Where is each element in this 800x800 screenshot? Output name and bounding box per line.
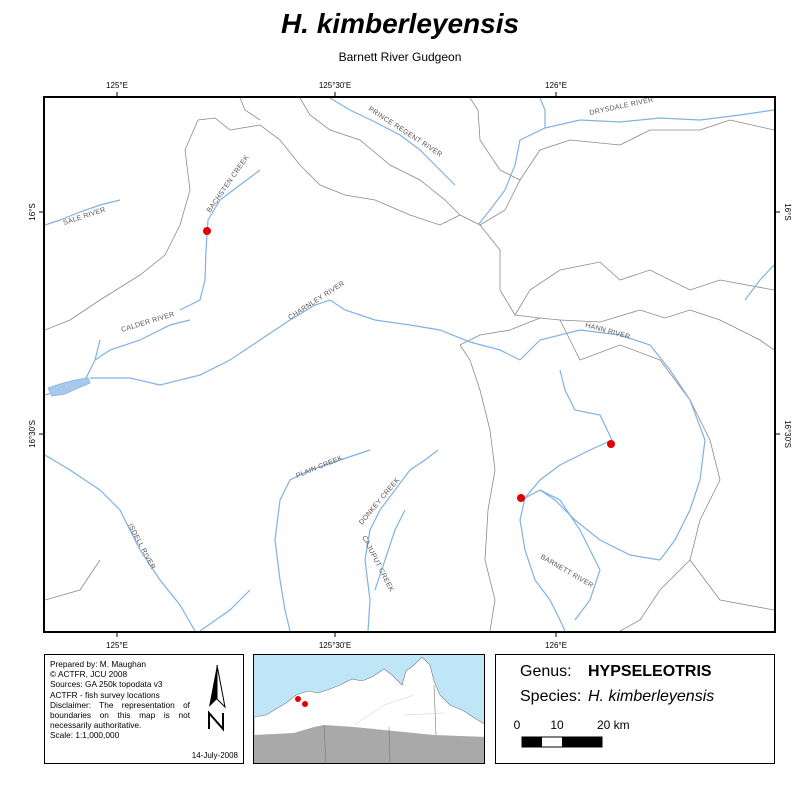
scale-label-0: 0 [514,718,521,732]
inset-site-marker [295,696,301,702]
rivers [45,98,774,631]
survey-site-marker [607,440,615,448]
scale-label-20: 20 km [597,718,630,732]
map-subtitle: Barnett River Gudgeon [338,50,462,64]
scale-bar: 0 10 20 km [514,718,630,748]
tick-label-right: 16°S [783,203,792,220]
isdell-river-line [45,454,196,631]
map-title: H. kimberleyensis [280,8,520,39]
tick-label-top: 125°30'E [319,81,351,90]
tick-label-right: 16°30'S [783,420,792,448]
hann-river-line [519,329,706,561]
survey-site-marker [203,227,211,235]
credits-prepared: Prepared by: M. Maughan [50,659,146,669]
credits-scale: Scale: 1:1,000,000 [50,730,120,741]
genus-key: Genus: [520,663,572,680]
credits-date: 14-July-2008 [191,751,238,760]
drysdale-river-line [477,109,774,226]
charnley-river-line [90,299,521,386]
graticule-ticks [39,92,780,637]
sale-river-line [45,199,121,226]
genus-row: Genus: HYPSELEOTRIS [520,663,712,681]
species-key: Species: [520,688,582,705]
species-value: H. kimberleyensis [588,688,715,705]
tick-label-bottom: 125°E [106,641,128,650]
inset-map [254,655,484,763]
credits-panel: Prepared by: M. Maughan © ACTFR, JCU 200… [44,654,244,764]
credits-copyright: © ACTFR, JCU 2008 [50,669,128,680]
cajuput-creek-line [374,509,406,591]
inset-grey-land [254,725,484,763]
tick-label-bottom: 125°30'E [319,641,351,650]
tick-label-top: 126°E [545,81,567,90]
survey-site-marker [517,494,525,502]
scale-label-10: 10 [550,718,564,732]
prince-regent-river-line [329,98,456,186]
lake-shape [47,377,91,397]
map-frame [43,96,776,633]
donkey-creek-line [364,449,439,631]
tick-label-bottom: 126°E [545,641,567,650]
credits-sources: Sources: GA 250k topodata v3 [50,679,163,690]
plain-creek-line [274,449,371,631]
credits-disclaimer: Disclaimer: The representation of bounda… [50,699,190,731]
genus-value: HYPSELEOTRIS [588,663,712,680]
tick-label-top: 125°E [106,81,128,90]
species-row: Species: H. kimberleyensis [520,688,714,706]
legend-panel: Genus: HYPSELEOTRIS Species: H. kimberleye… [495,654,775,764]
credits-text: Prepared by: M. Maughan © ACTFR, JCU 200… [50,659,190,741]
north-arrow-icon [208,664,226,732]
credits-sources2: ACTFR - fish survey locations [50,689,160,700]
tick-label-left: 16°S [28,203,37,220]
catchment-boundaries [45,98,774,631]
tick-label-left: 16°30'S [28,420,37,448]
inset-map-panel [253,654,485,764]
inset-site-marker [302,701,308,707]
